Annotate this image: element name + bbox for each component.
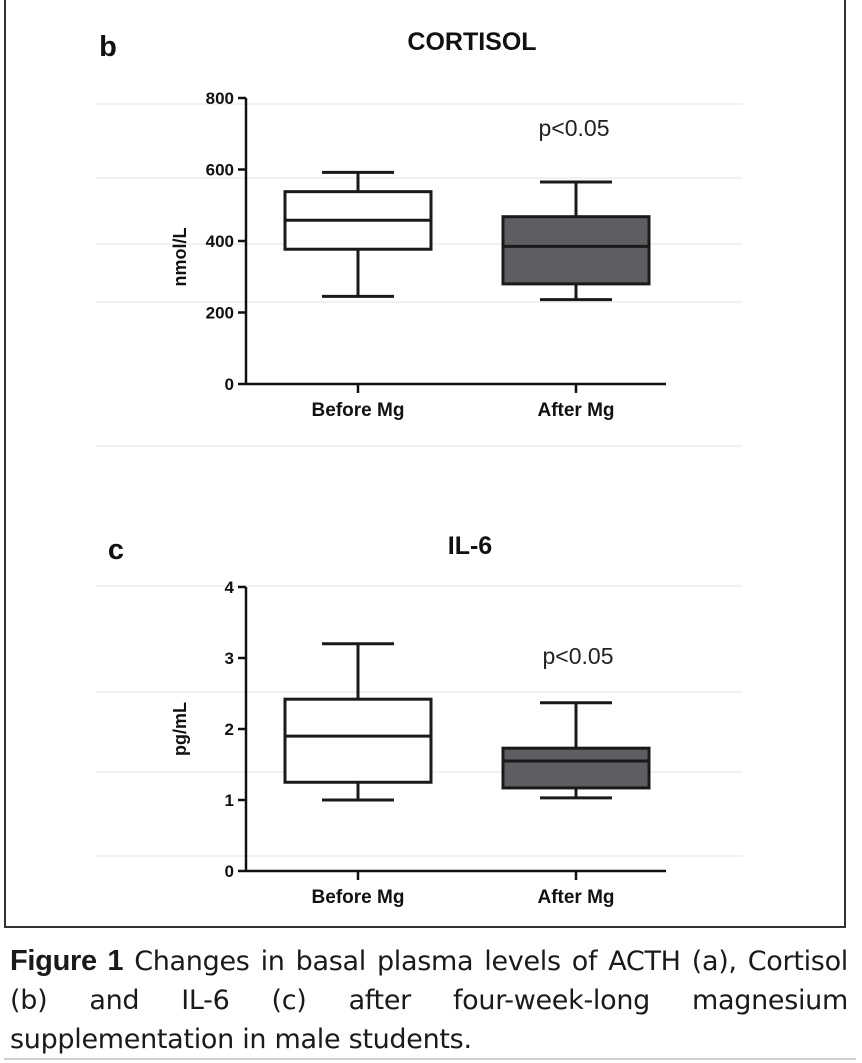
il6-y-tick-label: 0 [225, 862, 234, 881]
figure-caption: Figure 1 Changes in basal plasma levels … [10, 942, 848, 1059]
cortisol-p-value-annotation: p<0.05 [539, 115, 610, 141]
il6-after-mg-box [501, 746, 651, 790]
cortisol-x-tick-label: After Mg [537, 400, 614, 421]
il6-p-value-annotation: p<0.05 [543, 643, 614, 669]
bottom-rule [4, 1058, 856, 1060]
il6-y-tick-label: 2 [225, 720, 234, 739]
cortisol-panel-letter: b [99, 31, 117, 63]
il6-y-axis-label: pg/mL [170, 702, 190, 756]
figure-charts: b CORTISOL 0 200 400 600 800 nmol/L Before Mg Aft… [96, 28, 742, 908]
il6-x-tick-label: After Mg [537, 887, 614, 908]
cortisol-y-tick-label: 200 [206, 304, 234, 323]
cortisol-y-tick-label: 600 [206, 161, 234, 180]
il6-y-tick-label: 3 [225, 649, 234, 668]
cortisol-y-axis-label: nmol/L [170, 228, 190, 287]
cortisol-y-tick-label: 400 [206, 232, 234, 251]
cortisol-after-mg-box [501, 215, 651, 286]
cortisol-y-tick-label: 800 [206, 89, 234, 108]
il6-title: IL-6 [448, 532, 492, 560]
figure-caption-label: Figure 1 [10, 945, 124, 977]
il6-y-tick-label: 4 [225, 578, 235, 597]
cortisol-y-tick-label: 0 [225, 375, 234, 394]
il6-y-tick-label: 1 [225, 791, 234, 810]
il6-x-tick-label: Before Mg [312, 887, 405, 908]
cortisol-title: CORTISOL [407, 28, 536, 56]
figure-caption-text: Changes in basal plasma levels of ACTH (… [10, 946, 848, 1055]
il6-panel: c IL-6 0 1 2 3 4 pg/mL Before Mg After Mg p<0.05 [96, 532, 742, 908]
cortisol-x-tick-label: Before Mg [312, 400, 405, 421]
il6-panel-letter: c [108, 534, 124, 566]
figure-frame [4, 0, 846, 928]
il6-before-mg-box [283, 697, 433, 784]
cortisol-panel: b CORTISOL 0 200 400 600 800 nmol/L Before Mg Aft… [96, 28, 742, 447]
